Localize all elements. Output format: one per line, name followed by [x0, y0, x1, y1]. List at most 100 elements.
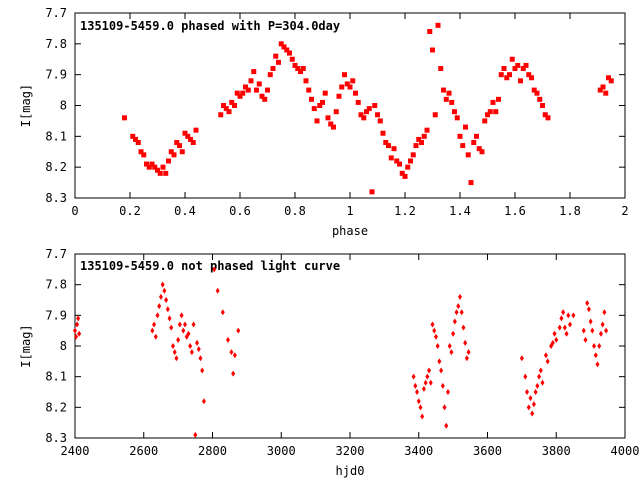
data-point [358, 112, 364, 118]
data-point [289, 56, 295, 62]
data-point [559, 315, 564, 322]
data-point [430, 47, 435, 53]
data-point [437, 358, 442, 365]
x-tick-label: 2400 [61, 444, 90, 458]
data-point [240, 90, 246, 96]
data-point [328, 121, 334, 127]
data-point [186, 330, 191, 337]
y-tick-label: 7.7 [45, 247, 67, 261]
data-point [531, 87, 537, 93]
data-point [432, 112, 438, 118]
data-point [545, 115, 551, 121]
y-tick-label: 8.1 [45, 370, 67, 384]
data-point [394, 158, 400, 164]
x-tick-label: 1.4 [449, 204, 471, 218]
x-tick-label: 3200 [336, 444, 365, 458]
data-point [232, 103, 237, 108]
data-point [529, 75, 534, 81]
data-point [366, 106, 372, 112]
data-point [463, 339, 468, 346]
data-point [220, 309, 225, 316]
data-point [245, 87, 251, 93]
data-point [597, 343, 602, 349]
data-point [155, 167, 160, 173]
data-point [588, 318, 593, 325]
data-point [533, 389, 538, 395]
panel-title: 135109-5459.0 phased with P=304.0day [80, 19, 340, 33]
data-point [355, 99, 361, 105]
data-point [593, 352, 598, 359]
data-point [369, 189, 375, 195]
data-point [416, 136, 422, 142]
data-point [157, 303, 162, 310]
data-point [509, 56, 515, 62]
data-point [438, 66, 444, 71]
data-point [421, 385, 426, 392]
data-point [397, 161, 402, 167]
data-point [152, 164, 158, 170]
data-point [457, 133, 463, 139]
data-point [254, 87, 259, 93]
data-point [298, 69, 303, 75]
data-point [77, 330, 82, 337]
data-point [138, 149, 144, 155]
data-point [471, 140, 477, 145]
data-point [458, 293, 462, 300]
data-point [314, 118, 320, 124]
x-tick-label: 3800 [542, 444, 571, 458]
data-point [456, 303, 461, 310]
x-tick-label: 3600 [473, 444, 502, 458]
data-point [229, 349, 234, 356]
data-point [482, 118, 488, 124]
data-point [256, 81, 262, 87]
data-point [176, 336, 181, 343]
data-point [278, 41, 284, 47]
data-point [419, 140, 424, 145]
data-point [223, 106, 229, 112]
x-tick-label: 1 [346, 204, 353, 218]
data-point [135, 140, 141, 145]
data-point [232, 352, 237, 359]
data-point [454, 115, 460, 121]
data-point [162, 287, 167, 294]
data-point [447, 343, 452, 349]
data-point [538, 367, 543, 374]
y-tick-label: 8.3 [45, 191, 67, 205]
data-point [523, 62, 529, 68]
data-point [74, 333, 79, 340]
data-point [320, 99, 325, 105]
data-point [405, 164, 411, 170]
y-tick-label: 8 [60, 99, 67, 113]
data-point [251, 69, 257, 75]
data-point [325, 115, 331, 121]
data-point [540, 103, 545, 108]
data-point [454, 309, 459, 316]
phased-plot-panel: 0 0.2 0.4 0.6 0.8 1 1.2 1.4 1.6 1.8 2 7.7 7.8 7.9 8 8.1… [19, 6, 629, 238]
data-point [169, 324, 174, 331]
data-point [583, 336, 588, 343]
data-point [424, 127, 430, 133]
data-point [501, 66, 507, 71]
data-point [452, 318, 457, 325]
data-point [339, 84, 345, 90]
data-point [543, 352, 548, 359]
data-point [149, 161, 155, 167]
data-point [353, 90, 358, 96]
y-tick-label: 7.8 [45, 37, 67, 51]
data-point [552, 330, 557, 337]
data-point [592, 343, 597, 349]
data-point [459, 309, 464, 316]
data-point [322, 90, 328, 96]
data-point [377, 118, 383, 124]
data-point [309, 96, 314, 102]
data-point [449, 99, 455, 105]
data-point [386, 143, 391, 149]
data-point [73, 327, 77, 334]
data-point [155, 312, 160, 319]
data-point [262, 96, 268, 102]
data-point [399, 170, 405, 176]
data-point [160, 281, 165, 288]
data-point [535, 382, 540, 389]
data-point [413, 382, 418, 389]
data-point [75, 321, 80, 328]
